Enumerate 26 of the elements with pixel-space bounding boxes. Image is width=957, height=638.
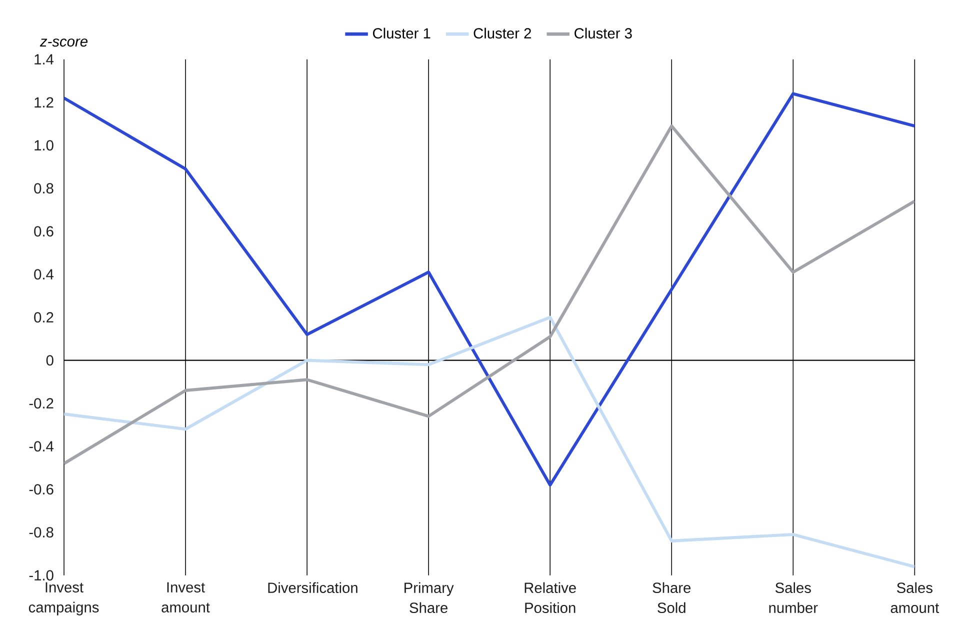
y-tick-label: 0.4 bbox=[34, 269, 54, 280]
y-tick-label: -1.0 bbox=[29, 570, 54, 581]
y-tick-label: 0 bbox=[46, 355, 54, 366]
x-tick-label: Invest amount bbox=[162, 582, 210, 612]
y-tick-label: 1.0 bbox=[34, 140, 54, 151]
x-tick-label: Sales number bbox=[769, 582, 818, 614]
x-tick-label: Primary Share bbox=[404, 582, 454, 614]
y-tick-label: -0.4 bbox=[29, 441, 54, 452]
y-tick-label: 0.2 bbox=[34, 312, 54, 323]
y-tick-label: 1.2 bbox=[34, 97, 54, 108]
y-axis-title: z-score bbox=[40, 38, 88, 47]
legend-label: Cluster 3 bbox=[574, 28, 632, 39]
y-tick-label: -0.2 bbox=[29, 398, 54, 409]
legend-label: Cluster 1 bbox=[373, 28, 430, 39]
x-tick-label: Sales amount bbox=[890, 582, 940, 614]
y-tick-label: 0.8 bbox=[34, 183, 54, 194]
line-series bbox=[64, 316, 915, 568]
y-tick-label: -0.8 bbox=[29, 527, 54, 538]
x-tick-label: Diversification bbox=[268, 582, 358, 594]
x-tick-label: Share Sold bbox=[652, 582, 691, 614]
y-tick-label: 1.4 bbox=[34, 54, 54, 64]
y-tick-label: 0.6 bbox=[34, 226, 54, 237]
x-tick-label: Relative Position bbox=[524, 582, 576, 614]
legend-label: Cluster 2 bbox=[474, 28, 531, 39]
y-tick-label: -0.6 bbox=[29, 484, 54, 495]
x-tick-label: Invest campaigns bbox=[28, 582, 99, 616]
